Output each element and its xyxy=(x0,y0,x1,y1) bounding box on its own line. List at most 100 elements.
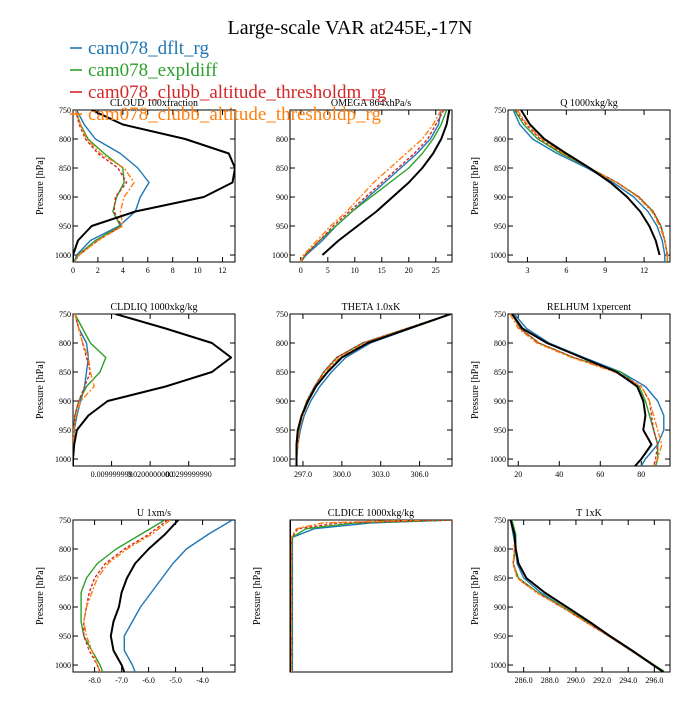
legend-entry: cam078_dflt_rg xyxy=(88,38,210,59)
plot-frame xyxy=(507,109,671,263)
y-tick-label: 750 xyxy=(59,310,71,319)
x-tick-label: 2 xyxy=(96,266,100,275)
y-tick-label: 1000 xyxy=(55,661,71,670)
x-tick-label: 9 xyxy=(603,266,607,275)
y-tick-label: 1000 xyxy=(490,661,506,670)
y-tick-label: 950 xyxy=(494,632,506,641)
series-line-1 xyxy=(123,520,233,672)
y-axis-label: Pressure [hPa] xyxy=(470,157,481,215)
series-line-4 xyxy=(295,314,451,466)
series-line-2 xyxy=(80,520,166,672)
plot-frame xyxy=(289,519,453,673)
series-line-1 xyxy=(73,110,150,262)
y-axis-label: Pressure [hPa] xyxy=(35,567,46,625)
y-tick-label: 950 xyxy=(494,222,506,231)
y-tick-label: 900 xyxy=(59,397,71,406)
series-line-2 xyxy=(511,314,659,466)
x-tick-label: 288.0 xyxy=(541,676,559,685)
x-tick-label: 12 xyxy=(219,266,227,275)
y-tick-label: 850 xyxy=(59,574,71,583)
y-tick-label: 850 xyxy=(494,574,506,583)
y-tick-label: 900 xyxy=(494,603,506,612)
series-line-3 xyxy=(295,314,451,466)
y-tick-label: 800 xyxy=(494,135,506,144)
x-tick-label: 5 xyxy=(326,266,330,275)
series-group xyxy=(295,314,452,466)
y-tick-label: 950 xyxy=(276,426,288,435)
series-group xyxy=(73,314,233,466)
y-tick-label: 900 xyxy=(276,193,288,202)
x-tick-label: 290.0 xyxy=(567,676,585,685)
y-tick-label: 800 xyxy=(59,339,71,348)
plot-frame xyxy=(289,313,453,467)
x-tick-label: 0.0200000000 xyxy=(127,470,173,479)
series-line-1 xyxy=(291,520,452,672)
series-line-5 xyxy=(295,314,452,466)
y-tick-label: 750 xyxy=(276,310,288,319)
x-tick-label: 25 xyxy=(432,266,440,275)
y-tick-label: 950 xyxy=(276,222,288,231)
series-group xyxy=(300,110,451,262)
panel-grid: CLOUD 100xfraction Pressure [hPa] 750 800 85… xyxy=(35,98,671,685)
y-tick-label: 800 xyxy=(494,339,506,348)
x-tick-label: 0.0299999990 xyxy=(166,470,212,479)
series-line-4 xyxy=(509,520,664,672)
series-line-5 xyxy=(73,314,233,466)
y-tick-label: 1000 xyxy=(490,455,506,464)
figure-title: Large-scale VAR at245E,-17N xyxy=(228,17,473,39)
y-tick-label: 1000 xyxy=(55,455,71,464)
x-tick-label: 15 xyxy=(378,266,386,275)
y-axis-label: Pressure [hPa] xyxy=(252,567,263,625)
series-line-3 xyxy=(300,110,445,262)
series-line-3 xyxy=(511,314,659,466)
x-tick-label: 0.009999999 xyxy=(91,470,133,479)
series-line-2 xyxy=(291,520,452,672)
panel-title: T 1xK xyxy=(576,508,602,519)
plot-frame xyxy=(507,313,671,467)
series-line-2 xyxy=(73,314,107,466)
x-tick-label: -8.0 xyxy=(88,676,101,685)
panel-3: Q 1000xkg/kg Pressure [hPa] 750 800 850 900 95… xyxy=(470,98,671,275)
panel-title: CLDICE 1000xkg/kg xyxy=(328,508,414,519)
x-tick-label: 300.0 xyxy=(333,470,351,479)
y-tick-label: 900 xyxy=(276,397,288,406)
y-tick-label: 1000 xyxy=(55,251,71,260)
series-group xyxy=(290,520,452,672)
series-line-1 xyxy=(509,520,664,672)
panel-title: U 1xm/s xyxy=(137,508,171,519)
panel-8: CLDICE 1000xkg/kg Pressure [hPa] xyxy=(252,508,453,673)
y-tick-label: 850 xyxy=(59,368,71,377)
x-tick-label: 6 xyxy=(146,266,150,275)
series-line-3 xyxy=(509,520,664,672)
panel-title: RELHUM 1xpercent xyxy=(547,302,631,313)
panel-6: RELHUM 1xpercent Pressure [hPa] 750 800 850 9… xyxy=(470,302,671,479)
y-tick-label: 850 xyxy=(276,164,288,173)
x-tick-label: 297.0 xyxy=(294,470,312,479)
plot-frame xyxy=(72,109,236,263)
series-group xyxy=(509,520,666,672)
x-tick-label: 4 xyxy=(121,266,125,275)
x-tick-label: 303.0 xyxy=(372,470,390,479)
y-tick-label: 1000 xyxy=(490,251,506,260)
series-line-4 xyxy=(509,314,663,466)
y-axis-label: Pressure [hPa] xyxy=(35,157,46,215)
y-tick-label: 800 xyxy=(276,135,288,144)
panel-5: THETA 1.0xK 750 800 850 900 950 1000 297.0 300.0… xyxy=(272,302,453,479)
panel-title: CLOUD 100xfraction xyxy=(110,98,198,109)
y-tick-label: 800 xyxy=(59,545,71,554)
y-tick-label: 850 xyxy=(276,368,288,377)
series-line-4 xyxy=(290,520,420,672)
y-tick-label: 950 xyxy=(59,222,71,231)
x-tick-label: 80 xyxy=(637,470,645,479)
series-line-1 xyxy=(295,314,451,466)
series-group xyxy=(80,520,233,672)
series-line-5 xyxy=(109,520,180,672)
series-line-4 xyxy=(516,110,669,262)
series-line-1 xyxy=(512,110,666,262)
x-tick-label: 286.0 xyxy=(515,676,533,685)
series-line-3 xyxy=(83,520,168,672)
y-tick-label: 750 xyxy=(59,516,71,525)
y-tick-label: 750 xyxy=(59,106,71,115)
